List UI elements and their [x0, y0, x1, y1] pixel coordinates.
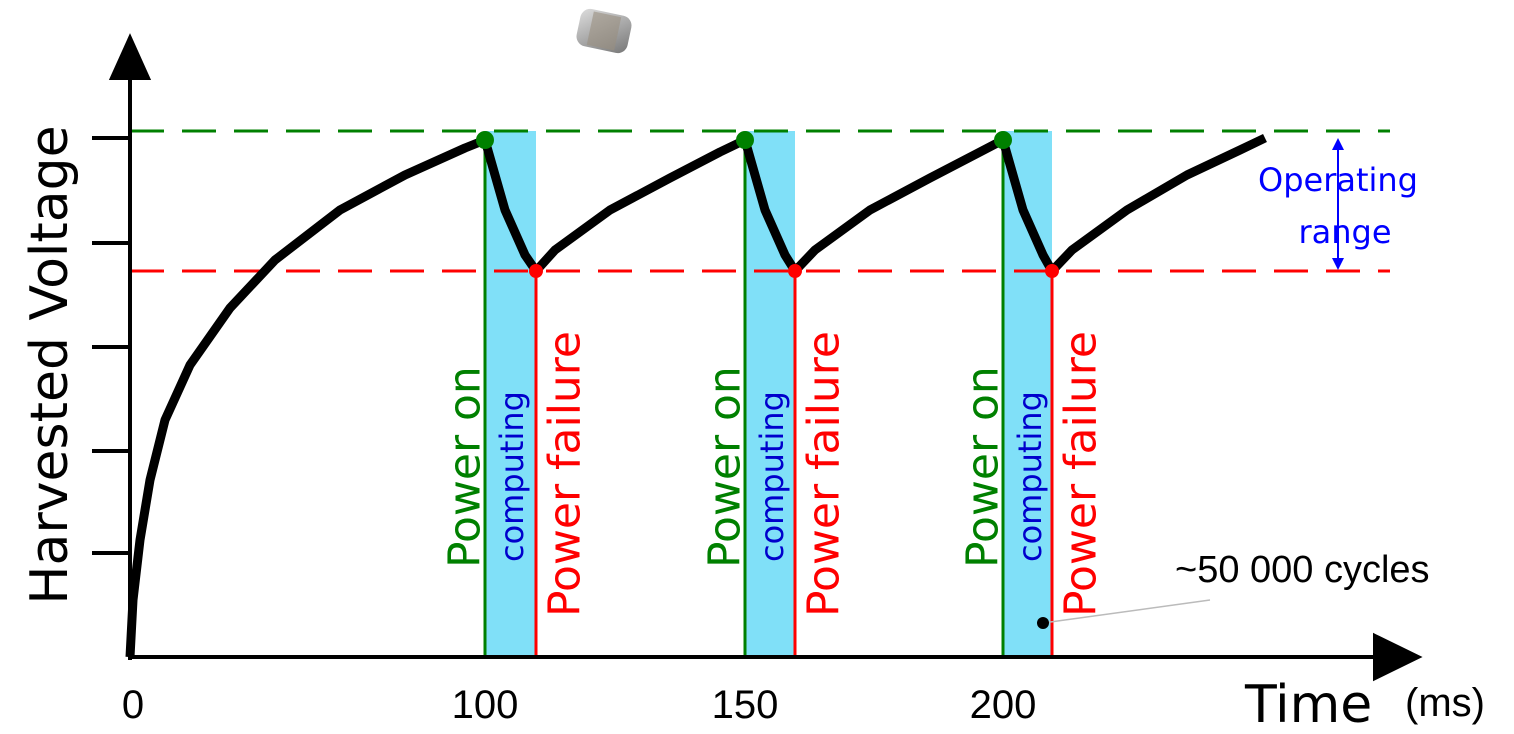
- power-failure-dot: [788, 264, 802, 278]
- power-failure-dot: [529, 264, 543, 278]
- power-on-label: Power on: [440, 366, 491, 568]
- capacitor-icon: [575, 7, 634, 55]
- power-failure-dot: [1045, 264, 1059, 278]
- computing-label: computing: [753, 391, 791, 562]
- x-tick-label: 100: [452, 683, 519, 727]
- diagram: Power oncomputingPower failurePower onco…: [0, 0, 1514, 734]
- range-label: Operating: [1258, 161, 1418, 199]
- x-tick-label: 150: [712, 683, 779, 727]
- operating-range: Operating range: [1258, 144, 1418, 264]
- power-on-dot: [736, 131, 754, 149]
- x-tick-label: 200: [970, 683, 1037, 727]
- computing-label: computing: [1011, 391, 1049, 562]
- x-axis-unit: (ms): [1405, 681, 1485, 725]
- x-tick-label: 0: [122, 683, 144, 727]
- annotation: ~50 000 cycles: [1175, 549, 1430, 591]
- range-label: range: [1298, 213, 1391, 251]
- power-failure-label: Power failure: [540, 331, 591, 617]
- y-axis-label: Harvested Voltage: [20, 125, 80, 604]
- power-on-label: Power on: [958, 366, 1009, 568]
- power-on-dot: [994, 131, 1012, 149]
- x-axis-label: Time: [1244, 675, 1372, 734]
- power-failure-label: Power failure: [799, 331, 850, 617]
- power-failure-label: Power failure: [1056, 331, 1107, 617]
- computing-label: computing: [493, 391, 531, 562]
- leader-dot: [1037, 617, 1049, 629]
- power-on-label: Power on: [700, 366, 751, 568]
- power-on-dot: [476, 131, 494, 149]
